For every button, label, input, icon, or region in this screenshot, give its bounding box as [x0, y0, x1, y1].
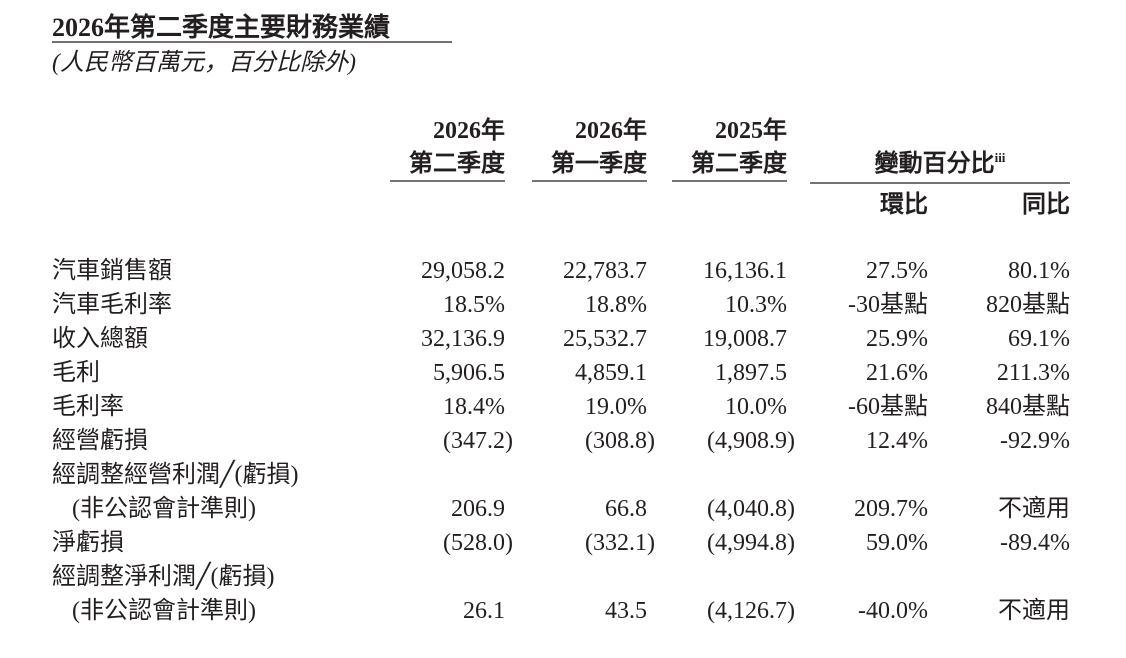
cell: 69.1%: [1008, 326, 1070, 352]
cell: 25,532.7: [563, 326, 647, 352]
change-header: 變動百分比iii: [875, 149, 1006, 177]
cell: 22,783.7: [563, 258, 647, 284]
cell: 19.0%: [585, 394, 647, 420]
cell: -92.9%: [1000, 428, 1070, 454]
title: 2026年第二季度主要財務業績: [52, 12, 390, 42]
cell: 18.4%: [443, 394, 505, 420]
cell: 10.3%: [725, 292, 787, 318]
cell: 不適用: [998, 495, 1070, 522]
row-label: 收入總額: [52, 325, 148, 352]
cell: 5,906.5: [433, 360, 505, 386]
cell: 不適用: [998, 597, 1070, 624]
column-header: 2026年: [433, 116, 505, 144]
cell: 26.1: [463, 598, 505, 624]
cell: (4,908.9): [707, 428, 795, 454]
cell: 10.0%: [725, 394, 787, 420]
column-header: 第二季度: [409, 149, 506, 177]
cell: -40.0%: [858, 598, 928, 624]
cell: 12.4%: [866, 428, 928, 454]
cell: (347.2): [443, 428, 513, 454]
column-header: 2026年: [575, 116, 647, 144]
superscript: iii: [995, 150, 1006, 165]
column-header: 2025年: [715, 116, 787, 144]
cell: 18.5%: [443, 292, 505, 318]
cell: (4,126.7): [707, 598, 795, 624]
cell: 840基點: [986, 393, 1070, 420]
cell: -60基點: [848, 393, 928, 420]
cell: 18.8%: [585, 292, 647, 318]
cell: (4,040.8): [707, 496, 795, 522]
cell: 21.6%: [866, 360, 928, 386]
cell: 1,897.5: [715, 360, 787, 386]
cell: 16,136.1: [703, 258, 787, 284]
cell: -30基點: [848, 291, 928, 318]
cell: 59.0%: [866, 530, 928, 556]
row-label: 經調整經營利潤╱(虧損): [52, 459, 298, 488]
cell: 27.5%: [866, 258, 928, 284]
row-label: 毛利: [52, 359, 100, 386]
cell: 211.3%: [997, 360, 1070, 386]
cell: -89.4%: [1000, 530, 1070, 556]
cell: 29,058.2: [421, 258, 505, 284]
cell: (528.0): [443, 530, 513, 556]
cell: 820基點: [986, 291, 1070, 318]
row-label: 經調整淨利潤╱(虧損): [52, 561, 274, 590]
row-label: 淨虧損: [52, 529, 124, 556]
cell: 206.9: [451, 496, 505, 522]
row-label: 經營虧損: [52, 427, 148, 454]
subcolumn-header: 環比: [880, 191, 928, 218]
cell: 32,136.9: [421, 326, 505, 352]
change-title: 變動百分比: [875, 149, 995, 177]
row-label: 汽車銷售額: [52, 257, 172, 284]
cell: 19,008.7: [703, 326, 787, 352]
subtitle: (人民幣百萬元，百分比除外): [52, 49, 356, 76]
cell: (332.1): [585, 530, 655, 556]
cell: 80.1%: [1008, 258, 1070, 284]
column-header: 第一季度: [551, 149, 648, 177]
cell: (308.8): [585, 428, 655, 454]
cell: 25.9%: [866, 326, 928, 352]
cell: 4,859.1: [575, 360, 647, 386]
cell: 209.7%: [854, 496, 928, 522]
row-label: 毛利率: [52, 393, 124, 420]
row-label: (非公認會計準則): [72, 597, 256, 624]
row-label: (非公認會計準則): [72, 495, 256, 522]
row-label: 汽車毛利率: [52, 291, 172, 318]
subcolumn-header: 同比: [1022, 191, 1070, 218]
cell: 66.8: [605, 496, 647, 522]
cell: 43.5: [605, 598, 647, 624]
column-header: 第二季度: [691, 149, 788, 177]
cell: (4,994.8): [707, 530, 795, 556]
